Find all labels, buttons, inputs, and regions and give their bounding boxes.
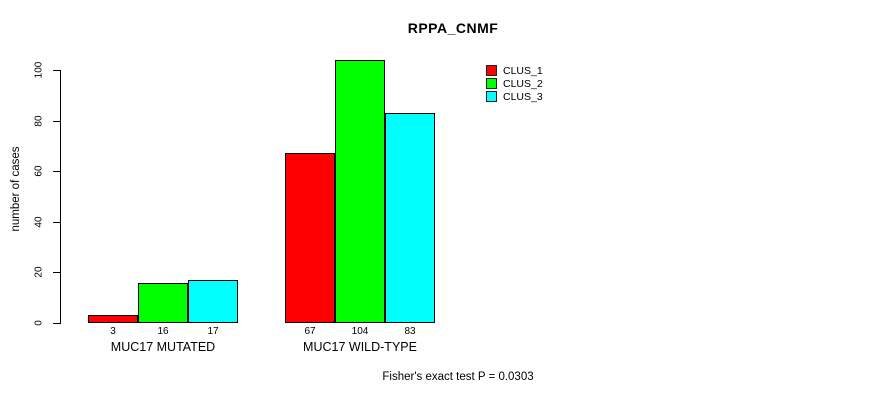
fisher-test-note: Fisher's exact test P = 0.0303 — [382, 371, 534, 383]
legend: CLUS_1 CLUS_2 CLUS_3 — [486, 64, 543, 103]
y-tick-label: 60 — [33, 165, 45, 177]
legend-swatch — [486, 78, 497, 89]
legend-item-clus_1: CLUS_1 — [486, 64, 543, 77]
legend-swatch — [486, 65, 497, 76]
y-tick-label: 40 — [33, 216, 45, 228]
y-tick-mark — [53, 120, 60, 122]
legend-item-clus_2: CLUS_2 — [486, 77, 543, 90]
y-tick-mark — [53, 221, 60, 223]
legend-label: CLUS_1 — [503, 64, 543, 77]
legend-label: CLUS_2 — [503, 77, 543, 90]
legend-label: CLUS_3 — [503, 90, 543, 103]
bar-value-label: 83 — [404, 326, 416, 337]
y-tick-label: 100 — [33, 61, 45, 79]
y-tick-mark — [53, 70, 60, 71]
legend-swatch — [486, 91, 497, 102]
bar-value-label: 3 — [110, 326, 116, 337]
bar-clus_2 — [335, 59, 385, 323]
y-tick-mark — [53, 171, 60, 173]
group-label: MUC17 MUTATED — [110, 340, 216, 354]
y-tick-mark — [53, 272, 60, 274]
bar-value-label: 67 — [304, 326, 316, 337]
bar-clus_1 — [285, 153, 335, 323]
bar-clus_3 — [188, 279, 238, 323]
bar-clus_2 — [138, 282, 188, 323]
bar-value-label: 17 — [207, 326, 219, 337]
y-tick-mark — [53, 323, 60, 324]
y-tick-label: 20 — [33, 266, 45, 278]
bar-clus_1 — [88, 315, 138, 323]
bar-value-label: 104 — [351, 326, 369, 337]
chart-title: RPPA_CNMF — [407, 20, 499, 36]
legend-item-clus_3: CLUS_3 — [486, 90, 543, 103]
bar-clus_3 — [385, 113, 435, 323]
y-tick-label: 80 — [33, 115, 45, 127]
y-tick-label: 0 — [33, 320, 45, 326]
y-axis-line — [60, 70, 61, 324]
bar-value-label: 16 — [157, 326, 169, 337]
y-axis-label: number of cases — [10, 146, 22, 232]
group-label: MUC17 WILD-TYPE — [303, 340, 417, 354]
